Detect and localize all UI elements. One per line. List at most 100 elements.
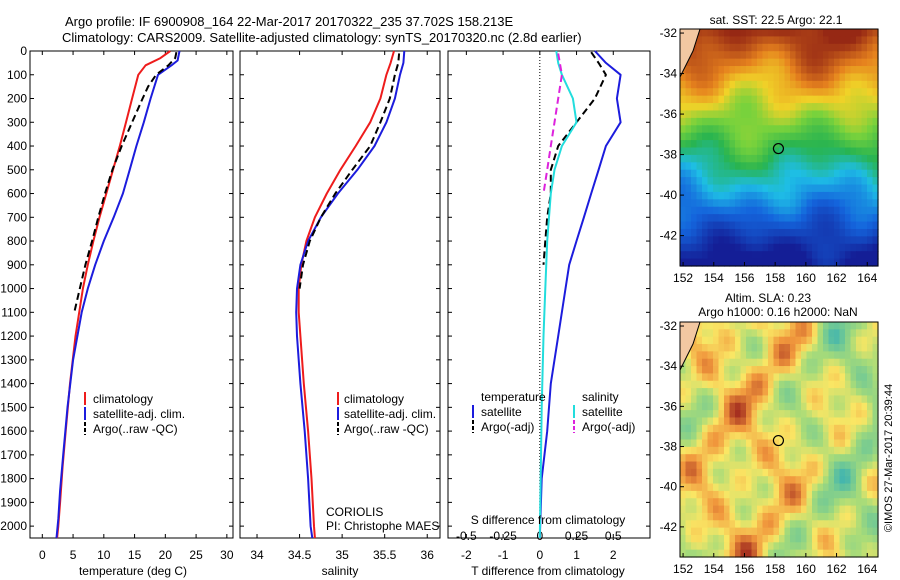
map-cell xyxy=(696,432,703,441)
map-cell xyxy=(751,66,758,75)
map-cell xyxy=(795,432,802,441)
map-cell xyxy=(839,483,846,492)
map-cell xyxy=(817,402,824,411)
map-cell xyxy=(872,549,879,558)
map-cell xyxy=(751,125,758,134)
map-cell xyxy=(707,490,714,499)
map-cell xyxy=(751,58,758,67)
map-cell xyxy=(729,439,736,448)
map-cell xyxy=(773,542,780,551)
depth-tick-label: 0 xyxy=(20,44,27,58)
depth-tick-label: 1500 xyxy=(0,400,27,414)
map-cell xyxy=(762,527,769,536)
map-cell xyxy=(823,154,830,163)
map-cell xyxy=(850,490,857,499)
map-cell xyxy=(812,446,819,455)
map-cell xyxy=(740,177,747,186)
map-cell xyxy=(735,490,742,499)
map-cell xyxy=(779,410,786,419)
map-cell xyxy=(834,344,841,352)
map-cell xyxy=(696,214,703,223)
map-cell xyxy=(834,251,841,260)
map-cell xyxy=(740,446,747,455)
map-y-tick-label: -42 xyxy=(660,520,678,534)
map-cell xyxy=(795,169,802,178)
map-cell xyxy=(779,132,786,141)
depth-tick-label: 600 xyxy=(7,187,27,201)
map-cell xyxy=(702,549,709,558)
map-cell xyxy=(801,147,808,156)
map-cell xyxy=(806,132,813,141)
map-cell xyxy=(790,258,797,267)
map-cell xyxy=(850,373,857,382)
map-cell xyxy=(801,199,808,208)
map-cell xyxy=(779,184,786,193)
map-cell xyxy=(707,527,714,536)
map-cell xyxy=(872,490,879,499)
map-cell xyxy=(762,388,769,397)
map-cell xyxy=(806,147,813,156)
map-cell xyxy=(718,243,725,252)
map-cell xyxy=(696,51,703,60)
map-cell xyxy=(768,410,775,419)
map-cell xyxy=(713,258,720,267)
legend-satellite-label: satellite-adj. clim. xyxy=(344,407,436,421)
map-cell xyxy=(839,80,846,89)
map-cell xyxy=(806,117,813,126)
map-cell xyxy=(718,483,725,492)
map-cell xyxy=(685,258,692,267)
map-cell xyxy=(795,243,802,252)
map-cell xyxy=(801,258,808,267)
map-cell xyxy=(784,66,791,75)
map-cell xyxy=(718,73,725,82)
map-cell xyxy=(784,169,791,178)
map-cell xyxy=(867,520,874,529)
map-cell xyxy=(861,88,868,97)
map-cell xyxy=(812,395,819,404)
map-cell xyxy=(762,95,769,104)
map-cell xyxy=(784,336,791,345)
map-cell xyxy=(790,512,797,521)
map-cell xyxy=(779,483,786,492)
map-cell xyxy=(845,424,852,433)
map-cell xyxy=(839,66,846,75)
map-cell xyxy=(724,251,731,260)
map-cell xyxy=(729,424,736,433)
map-cell xyxy=(746,534,753,543)
map-cell xyxy=(856,154,863,163)
map-cell xyxy=(740,476,747,485)
map-cell xyxy=(729,43,736,52)
map-cell xyxy=(845,214,852,223)
map-cell xyxy=(812,258,819,267)
map-cell xyxy=(735,214,742,223)
map-cell xyxy=(773,29,780,38)
map-cell xyxy=(768,228,775,237)
map-cell xyxy=(823,329,830,338)
map-cell xyxy=(729,446,736,455)
map-cell xyxy=(685,424,692,433)
map-cell xyxy=(740,351,747,360)
map-cell xyxy=(784,432,791,441)
map-cell xyxy=(724,395,731,404)
map-cell xyxy=(729,103,736,112)
map-cell xyxy=(856,468,863,477)
map-cell xyxy=(784,476,791,485)
map-cell xyxy=(806,527,813,536)
map-cell xyxy=(773,154,780,163)
map-cell xyxy=(718,476,725,485)
map-cell xyxy=(817,117,824,126)
map-x-tick-label: 162 xyxy=(827,271,847,285)
map-cell xyxy=(746,410,753,419)
map-cell xyxy=(790,388,797,397)
map-cell xyxy=(718,110,725,119)
map-cell xyxy=(757,58,764,67)
map-cell xyxy=(872,36,879,45)
map-cell xyxy=(790,395,797,404)
map-cell xyxy=(834,402,841,411)
map-cell xyxy=(718,184,725,193)
map-cell xyxy=(702,169,709,178)
map-cell xyxy=(740,29,747,38)
map-cell xyxy=(691,162,698,171)
map-cell xyxy=(751,162,758,171)
map-cell xyxy=(757,199,764,208)
